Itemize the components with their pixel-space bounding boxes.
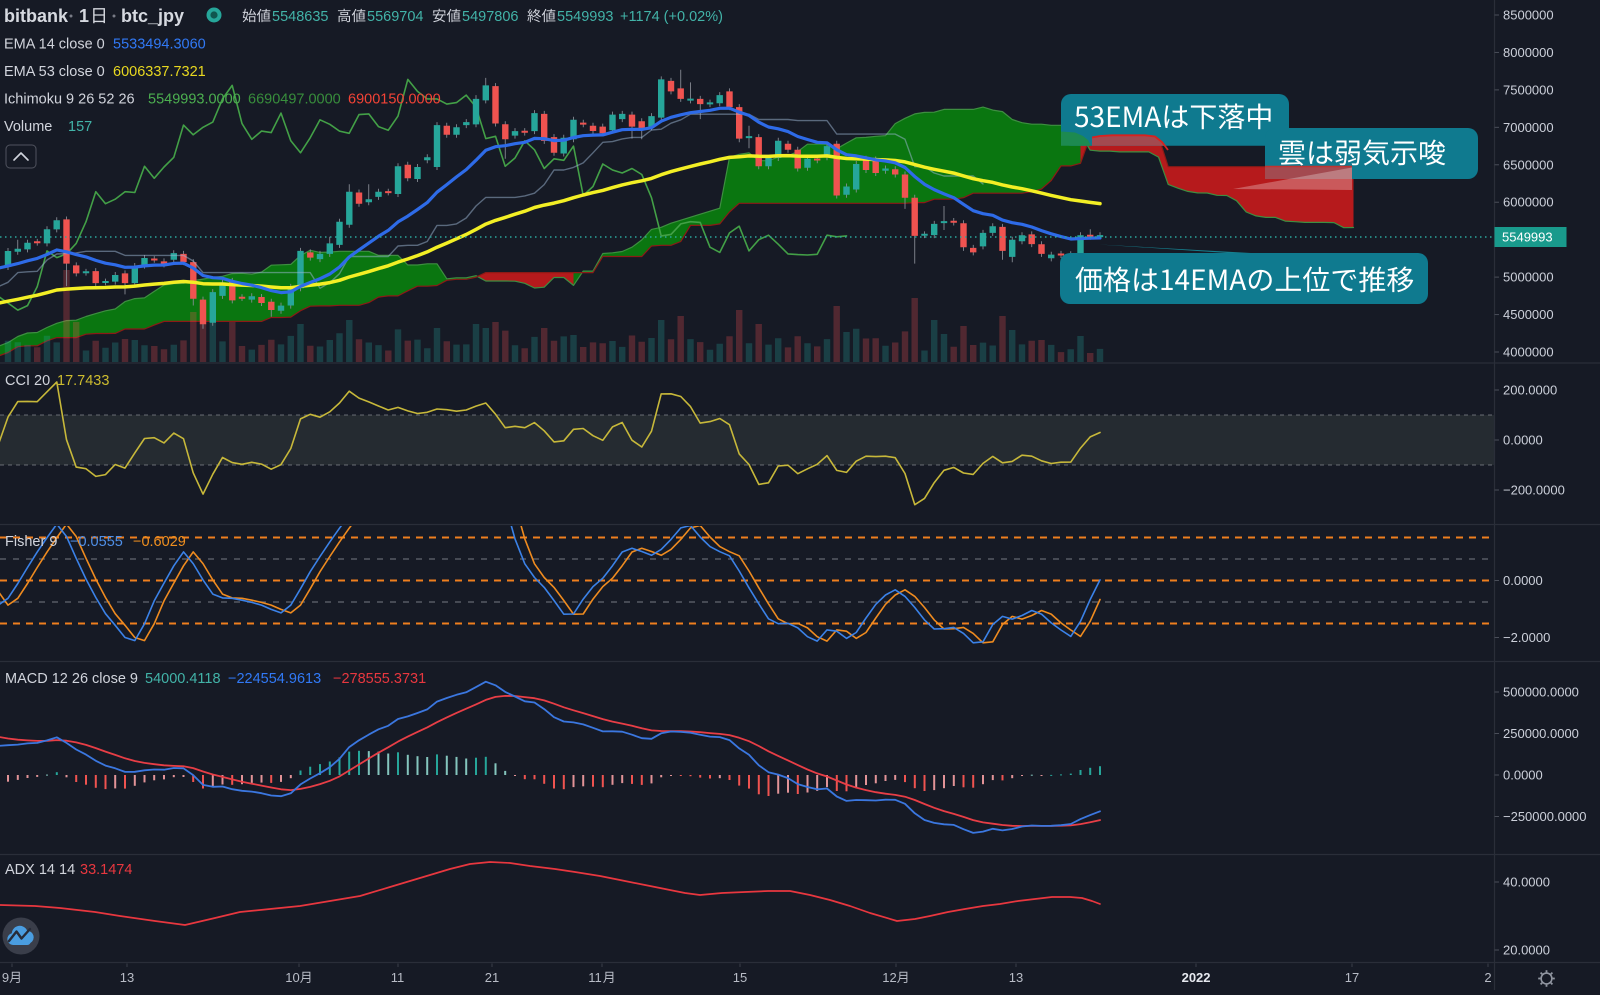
svg-text:6690497.0000: 6690497.0000 — [248, 92, 341, 108]
svg-text:15: 15 — [733, 970, 747, 985]
svg-text:17: 17 — [1345, 970, 1359, 985]
svg-text:40.0000: 40.0000 — [1503, 875, 1550, 890]
svg-text:4500000: 4500000 — [1503, 307, 1554, 322]
svg-text:Volume: Volume — [4, 119, 52, 135]
svg-text:5569704: 5569704 — [367, 9, 423, 25]
svg-text:17.7433: 17.7433 — [57, 373, 109, 389]
svg-text:5548635: 5548635 — [272, 9, 328, 25]
svg-text:54000.4118: 54000.4118 — [145, 671, 221, 687]
svg-text:EMA 14 close 0: EMA 14 close 0 — [4, 37, 105, 53]
svg-text:10: 10 — [285, 970, 299, 985]
svg-text:6000000: 6000000 — [1503, 195, 1554, 210]
svg-text:−0.0555: −0.0555 — [70, 534, 123, 550]
svg-text:EMA 53 close 0: EMA 53 close 0 — [4, 64, 105, 80]
svg-text:13: 13 — [120, 970, 134, 985]
svg-text:ADX 14 14: ADX 14 14 — [5, 862, 75, 878]
svg-text:5549993: 5549993 — [1502, 230, 1553, 245]
svg-text:−200.0000: −200.0000 — [1503, 483, 1565, 498]
svg-text:6500000: 6500000 — [1503, 157, 1554, 172]
svg-text:4000000: 4000000 — [1503, 345, 1554, 360]
svg-text:9: 9 — [2, 970, 9, 985]
svg-text:0.0000: 0.0000 — [1503, 433, 1543, 448]
svg-text:−0.6029: −0.6029 — [133, 534, 186, 550]
svg-text:MACD 12 26 close 9: MACD 12 26 close 9 — [5, 671, 138, 687]
svg-text:11: 11 — [588, 970, 602, 985]
svg-text:5549993.0000: 5549993.0000 — [148, 92, 241, 108]
svg-text:−2.0000: −2.0000 — [1503, 630, 1550, 645]
svg-text:500000.0000: 500000.0000 — [1503, 685, 1579, 700]
svg-text:21: 21 — [485, 970, 499, 985]
svg-text:5533494.3060: 5533494.3060 — [113, 37, 206, 53]
svg-text:0.0000: 0.0000 — [1503, 573, 1543, 588]
svg-text:2022: 2022 — [1182, 970, 1211, 985]
svg-text:250000.0000: 250000.0000 — [1503, 726, 1579, 741]
svg-text:bitbank: bitbank — [4, 6, 69, 26]
svg-text:8500000: 8500000 — [1503, 8, 1554, 23]
svg-text:8000000: 8000000 — [1503, 45, 1554, 60]
svg-text:7500000: 7500000 — [1503, 82, 1554, 97]
svg-text:1: 1 — [79, 6, 89, 26]
svg-text:5497806: 5497806 — [462, 9, 518, 25]
svg-text:btc_jpy: btc_jpy — [121, 6, 184, 26]
svg-text:33.1474: 33.1474 — [80, 862, 132, 878]
svg-text:0.0000: 0.0000 — [1503, 768, 1543, 783]
svg-text:−250000.0000: −250000.0000 — [1503, 809, 1587, 824]
svg-text:2: 2 — [1484, 970, 1491, 985]
svg-text:CCI 20: CCI 20 — [5, 373, 50, 389]
svg-text:13: 13 — [1009, 970, 1023, 985]
svg-text:5549993: 5549993 — [557, 9, 613, 25]
svg-text:+1174 (+0.02%): +1174 (+0.02%) — [620, 9, 723, 25]
svg-text:20.0000: 20.0000 — [1503, 943, 1550, 958]
svg-text:Ichimoku 9 26 52 26: Ichimoku 9 26 52 26 — [4, 92, 135, 108]
svg-text:157: 157 — [68, 119, 92, 135]
svg-text:12: 12 — [882, 970, 896, 985]
svg-text:−224554.9613: −224554.9613 — [228, 671, 321, 687]
svg-text:−278555.3731: −278555.3731 — [333, 671, 426, 687]
svg-text:Fisher 9: Fisher 9 — [5, 534, 57, 550]
svg-text:11: 11 — [391, 970, 405, 985]
svg-text:7000000: 7000000 — [1503, 120, 1554, 135]
svg-text:6900150.0000: 6900150.0000 — [348, 92, 441, 108]
svg-text:5000000: 5000000 — [1503, 270, 1554, 285]
svg-text:6006337.7321: 6006337.7321 — [113, 64, 206, 80]
svg-text:200.0000: 200.0000 — [1503, 383, 1557, 398]
